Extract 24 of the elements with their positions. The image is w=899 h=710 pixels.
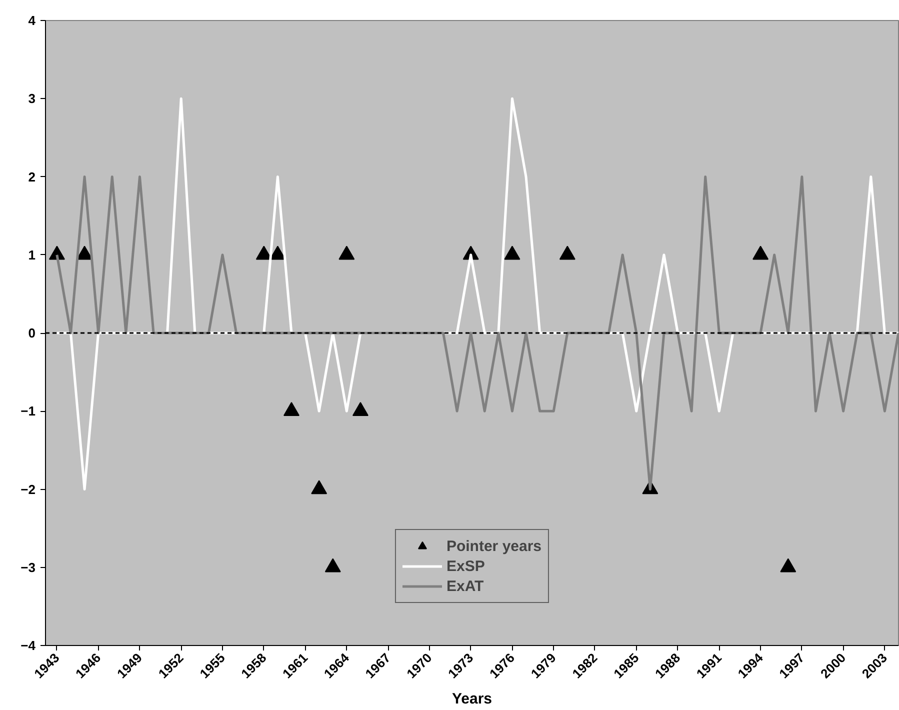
point xyxy=(559,246,576,260)
point xyxy=(324,558,341,572)
y-tick-label: 3 xyxy=(28,91,36,106)
point xyxy=(76,246,93,260)
point xyxy=(752,246,769,260)
y-tick-label: −3 xyxy=(20,560,36,575)
point xyxy=(283,402,300,416)
legend-label: Pointer years xyxy=(446,538,542,554)
point xyxy=(504,246,520,260)
y-tick-label: −1 xyxy=(20,404,36,419)
point xyxy=(352,402,368,416)
y-tick-label: −2 xyxy=(20,482,36,497)
y-tick-label: 1 xyxy=(28,247,36,262)
x-axis-title: Years xyxy=(452,690,492,708)
point xyxy=(338,246,355,260)
point xyxy=(311,480,328,494)
point xyxy=(270,246,286,260)
y-tick-label: −4 xyxy=(20,638,36,653)
y-tick-label: 0 xyxy=(28,326,36,340)
legend-label: ExSP xyxy=(446,558,485,574)
y-tick-label: 2 xyxy=(28,169,36,184)
legend-label: ExAT xyxy=(446,578,484,594)
y-tick-label: 4 xyxy=(28,13,36,28)
point xyxy=(780,558,796,572)
